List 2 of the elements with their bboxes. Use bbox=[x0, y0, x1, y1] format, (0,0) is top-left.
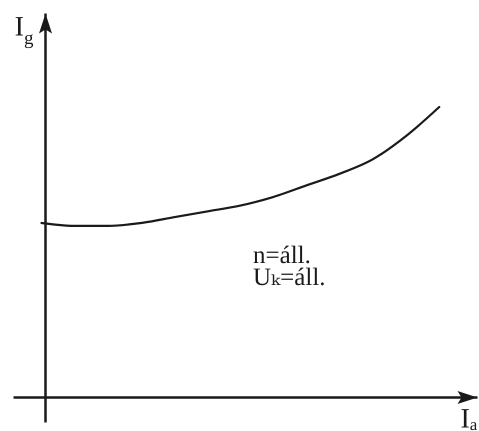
x-axis-title: Iₐ bbox=[460, 404, 478, 431]
y-axis-title: I$_{g}$ bbox=[14, 12, 34, 49]
